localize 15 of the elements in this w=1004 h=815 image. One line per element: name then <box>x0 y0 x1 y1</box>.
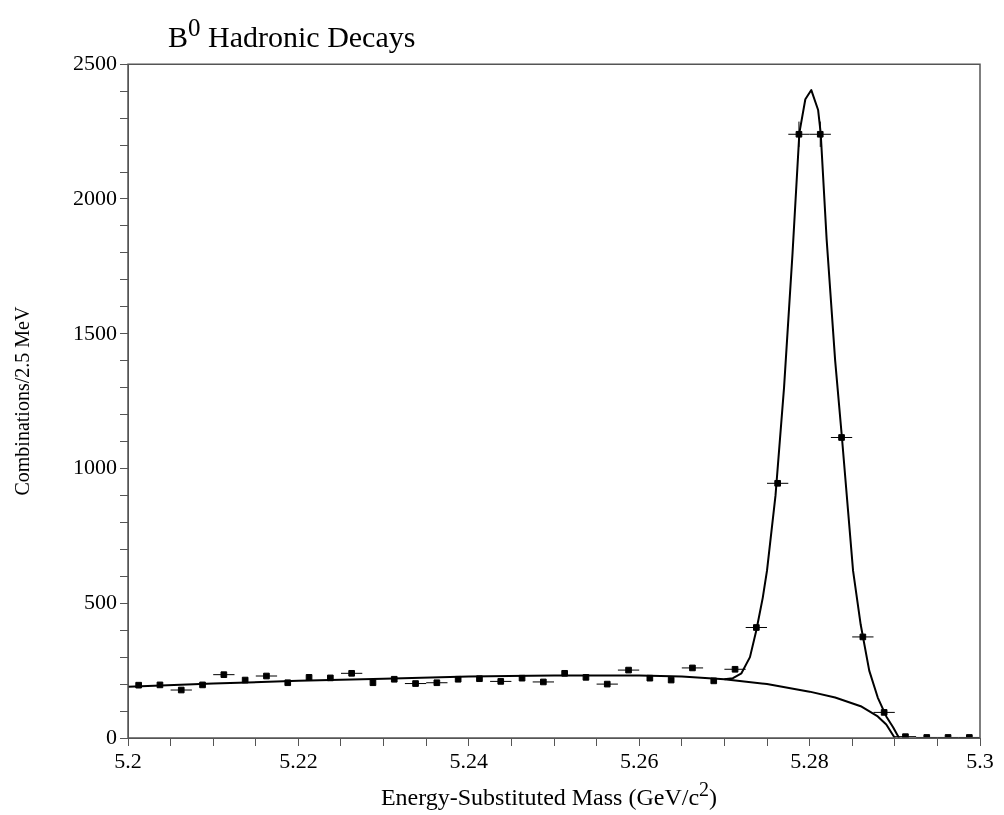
x-tick-label: 5.2 <box>114 747 142 773</box>
y-tick-label: 0 <box>106 723 117 749</box>
x-tick-label: 5.26 <box>619 747 659 773</box>
chart-title: B$^{0}$ Hadronic Decays <box>167 13 417 53</box>
y-tick-label: 500 <box>84 589 117 615</box>
y-axis-title: Combinations/2.5 MeV <box>11 306 34 496</box>
x-tick-label: 5.3 <box>966 747 994 773</box>
y-tick-label: 1500 <box>73 319 117 345</box>
y-tick-label: 2000 <box>73 184 117 210</box>
y-tick-label: 2500 <box>73 49 117 75</box>
x-tick-label: 5.28 <box>790 747 829 773</box>
y-tick-label: 1000 <box>73 454 117 480</box>
x-tick-label: 5.24 <box>449 747 489 773</box>
x-tick-label: 5.22 <box>279 747 318 773</box>
x-axis-title: Energy-Substituted Mass (GeV/c$^{2}$) <box>379 778 719 811</box>
